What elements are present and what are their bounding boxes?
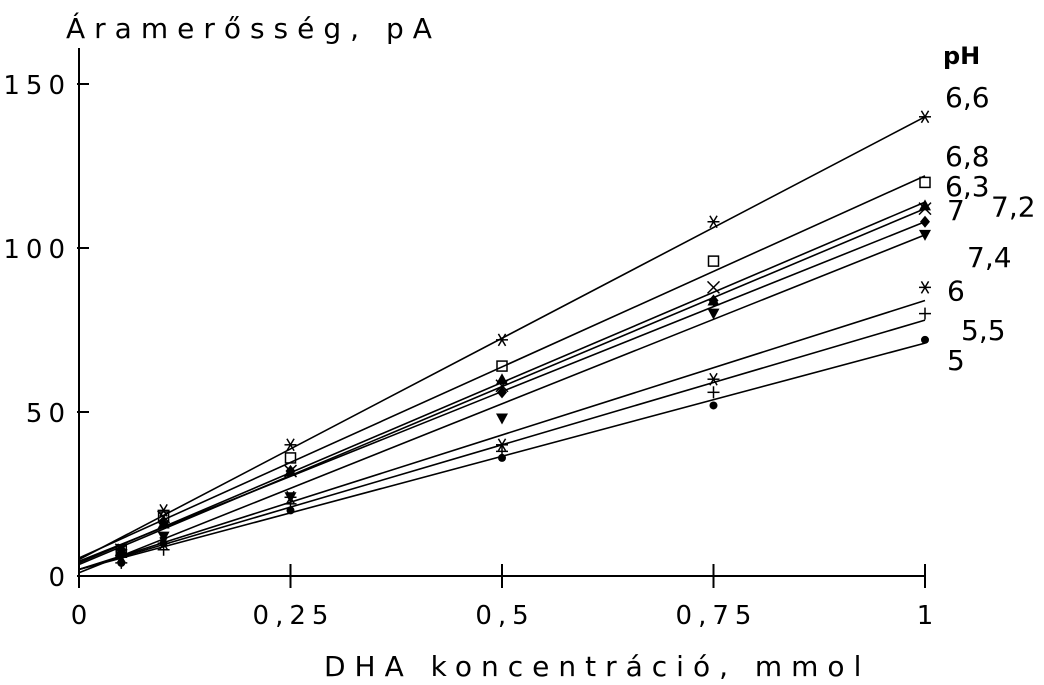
- data-point: [919, 176, 931, 189]
- series-label: 7,2: [991, 191, 1036, 224]
- x-tick-label: 1: [917, 601, 940, 631]
- data-point: [707, 255, 720, 267]
- data-point: [284, 490, 297, 504]
- y-tick-label: 0: [48, 563, 71, 593]
- y-axis-title: Áramerősség, pA: [66, 11, 441, 45]
- x-tick-label: 0: [71, 601, 94, 631]
- marker-dot: [159, 539, 168, 548]
- y-tick-label: 50: [26, 399, 71, 429]
- marker-dot: [117, 558, 126, 567]
- data-point: [707, 372, 720, 386]
- marker-triangle-down: [707, 308, 720, 320]
- series-labels: 6,6 6,86,37,2 77,46 5,55: [945, 81, 1036, 377]
- data-point: [496, 413, 508, 425]
- data-point: [920, 215, 930, 228]
- marker-stroke: [706, 280, 721, 294]
- marker-square: [707, 255, 720, 267]
- data-point: [159, 539, 168, 548]
- marker-stroke: [920, 280, 930, 294]
- marker-square: [496, 360, 508, 372]
- series-label: 6,6: [945, 81, 990, 114]
- data-point: [286, 506, 295, 515]
- data-point: [921, 335, 929, 344]
- x-tick-label: 0,25: [253, 601, 335, 631]
- series-label: 6,8: [945, 140, 990, 173]
- marker-diamond: [497, 386, 507, 399]
- marker-triangle: [919, 199, 931, 211]
- y-ticks: 0 50 100 150: [3, 71, 89, 593]
- marker-dot: [498, 453, 506, 462]
- marker-stroke: [709, 215, 718, 229]
- data-point: [284, 438, 297, 452]
- y-tick-label: 150: [3, 71, 71, 101]
- data-point: [707, 215, 720, 229]
- marker-dot: [921, 335, 929, 344]
- marker-square: [919, 176, 931, 189]
- series-label: 7,4: [967, 241, 1012, 274]
- marker-dot: [286, 506, 295, 515]
- data-point: [919, 229, 931, 241]
- marker-stroke: [286, 438, 295, 452]
- marker-stroke: [157, 510, 171, 524]
- marker-diamond: [708, 294, 719, 307]
- series-label: 5: [947, 344, 965, 377]
- series-label: 6: [947, 274, 965, 307]
- marker-stroke: [497, 438, 507, 452]
- data-point: [496, 373, 508, 385]
- data-point: [284, 452, 297, 464]
- fit-line: [78, 299, 926, 571]
- fit-line: [78, 234, 926, 574]
- legend-title: pH: [943, 42, 980, 70]
- marker-triangle: [496, 373, 508, 385]
- marker-diamond: [920, 215, 930, 228]
- fit-line: [78, 175, 926, 559]
- x-tick-label: 0,75: [676, 601, 758, 631]
- series-label: 6,3: [945, 170, 990, 203]
- data-point: [919, 110, 931, 124]
- marker-stroke: [709, 372, 718, 386]
- marker-dot: [709, 401, 718, 410]
- series-label: 5,5: [961, 314, 1006, 347]
- data-point: [707, 308, 720, 320]
- x-ticks: 0 0,25 0,5 0,75 1: [71, 564, 940, 631]
- marker-triangle-down: [157, 531, 170, 543]
- marker-diamond: [158, 517, 169, 530]
- y-tick-label: 100: [3, 235, 71, 265]
- marker-stroke: [497, 333, 507, 347]
- marker-stroke: [920, 110, 930, 124]
- data-point: [919, 280, 931, 294]
- data-point: [157, 531, 170, 543]
- marker-triangle-down: [919, 229, 931, 241]
- data-point: [285, 465, 296, 478]
- data-point: [117, 558, 126, 567]
- x-axis-title: DHA koncentráció, mmol: [324, 650, 870, 683]
- data-points: [114, 110, 932, 569]
- data-point: [496, 438, 508, 452]
- data-point: [709, 401, 718, 410]
- data-point: [157, 510, 171, 524]
- data-point: [708, 294, 719, 307]
- data-point: [706, 280, 721, 294]
- data-point: [497, 386, 507, 399]
- data-point: [496, 360, 508, 372]
- data-point: [158, 517, 169, 530]
- marker-stroke: [286, 490, 295, 504]
- data-point: [919, 307, 931, 320]
- data-point: [707, 386, 720, 399]
- data-point: [919, 199, 931, 211]
- x-tick-label: 0,5: [475, 601, 534, 631]
- marker-square: [284, 452, 297, 464]
- series-label: 7: [947, 194, 965, 227]
- marker-diamond: [285, 465, 296, 478]
- fit-line: [78, 116, 926, 561]
- marker-triangle-down: [496, 413, 508, 425]
- fit-lines: [78, 116, 926, 574]
- data-point: [498, 453, 506, 462]
- data-point: [496, 333, 508, 347]
